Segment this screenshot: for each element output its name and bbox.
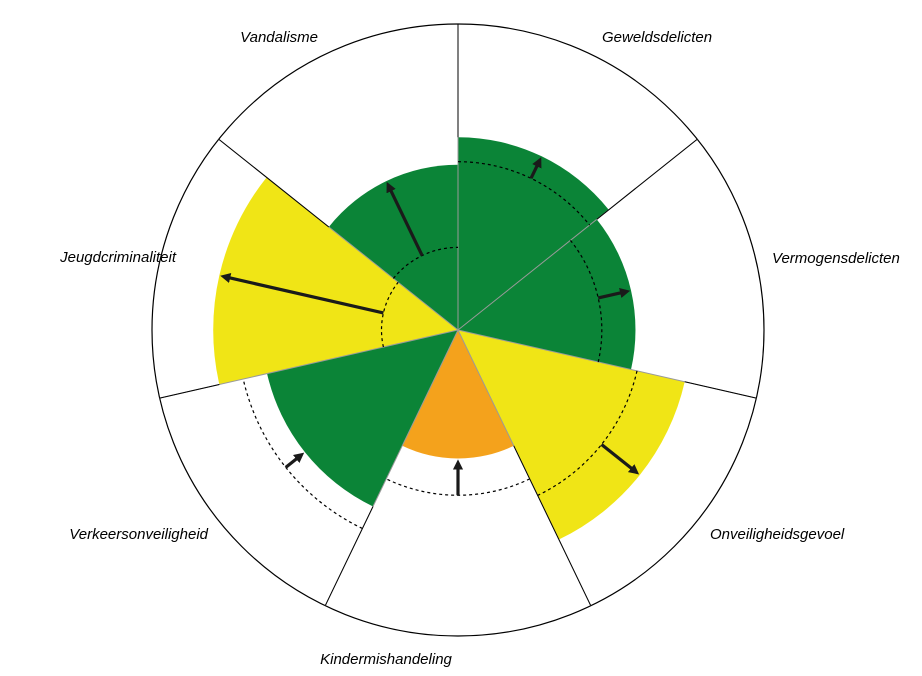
trend-arrows xyxy=(220,157,640,496)
trend-arrow-jeugdcriminaliteit xyxy=(220,273,384,315)
sector-dividers xyxy=(159,24,757,606)
trend-arrow-verkeersonveiligheid xyxy=(284,452,305,469)
label-onveiligheidsgevoel: Onveiligheidsgevoel xyxy=(710,526,845,543)
reference-arc-geweldsdelicten xyxy=(457,161,591,226)
reference-arc-jeugdcriminaliteit xyxy=(380,281,399,348)
sector-vermogensdelicten xyxy=(458,219,636,370)
sector-geweldsdelicten xyxy=(458,137,609,330)
trend-arrow-vermogensdelicten xyxy=(597,287,631,300)
sector-vandalisme xyxy=(328,164,458,330)
sector-kindermishandeling xyxy=(402,330,514,459)
sector-jeugdcriminaliteit xyxy=(213,177,458,385)
divider-outer-vermogensdelicten xyxy=(596,138,698,220)
sector-verkeersonveiligheid xyxy=(267,330,458,507)
reference-arc-onveiligheidsgevoel xyxy=(537,370,638,496)
divider-outer-onveiligheidsgevoel xyxy=(684,381,757,399)
label-kindermishandeling: Kindermishandeling xyxy=(320,651,452,668)
sector-onveiligheidsgevoel xyxy=(458,330,685,540)
trend-arrow-onveiligheidsgevoel xyxy=(600,443,640,475)
divider-outer-jeugdcriminaliteit xyxy=(159,383,220,399)
label-vermogensdelicten: Vermogensdelicten xyxy=(772,250,900,267)
trend-arrow-geweldsdelicten xyxy=(529,157,542,180)
label-verkeersonveiligheid: Verkeersonveiligheid xyxy=(69,526,208,543)
divider-outer-verkeersonveiligheid xyxy=(324,506,374,606)
reference-arc-vermogensdelicten xyxy=(569,239,603,363)
divider-outer-vandalisme xyxy=(218,138,330,228)
divider-outer-kindermishandeling xyxy=(513,445,592,606)
label-vandalisme: Vandalisme xyxy=(240,29,318,46)
trend-arrow-vandalisme xyxy=(386,181,424,257)
label-jeugdcriminaliteit: Jeugdcriminaliteit xyxy=(59,249,177,266)
label-geweldsdelicten: Geweldsdelicten xyxy=(602,29,712,46)
value-sectors xyxy=(213,137,685,540)
category-labels: Geweldsdelicten Vermogensdelicten Onveilig… xyxy=(59,29,900,668)
